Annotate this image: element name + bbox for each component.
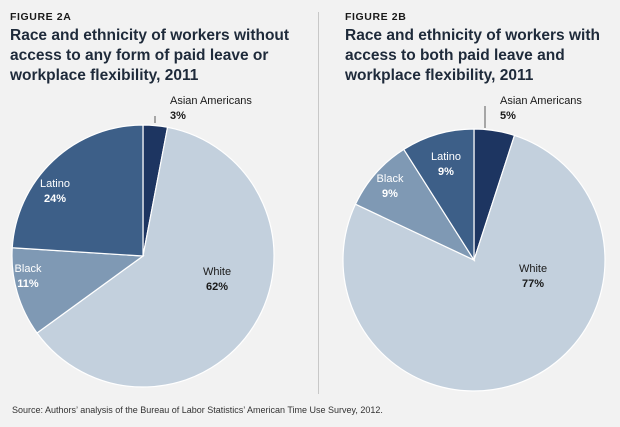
slice-value-white: 77% bbox=[522, 278, 544, 290]
pie-slice-latino bbox=[402, 128, 475, 263]
slice-value-latino: 24% bbox=[44, 193, 66, 205]
slice-label-asian-americans: Asian Americans bbox=[170, 95, 252, 107]
chart-title: Race and ethnicity of workers without ac… bbox=[10, 27, 290, 84]
chart-title: Race and ethnicity of workers with acces… bbox=[345, 27, 600, 84]
figure-label: FIGURE 2B bbox=[345, 11, 407, 23]
slice-value-asian-americans: 3% bbox=[170, 110, 186, 122]
slice-value-black: 9% bbox=[382, 188, 398, 200]
slice-label-black: Black bbox=[377, 173, 404, 185]
figure-label: FIGURE 2A bbox=[10, 11, 72, 23]
pie-slice-white bbox=[36, 126, 275, 388]
pie-slice-black bbox=[11, 247, 145, 334]
source-note: Source: Authors’ analysis of the Bureau … bbox=[12, 405, 383, 415]
slice-label-black: Black bbox=[15, 263, 42, 275]
slice-value-latino: 9% bbox=[438, 166, 454, 178]
pie-slice-latino bbox=[11, 124, 144, 257]
slice-label-white: White bbox=[519, 263, 547, 275]
figure-2b-panel: FIGURE 2B Race and ethnicity of workers … bbox=[328, 0, 620, 398]
slice-value-black: 11% bbox=[17, 278, 39, 290]
slice-value-white: 62% bbox=[206, 281, 228, 293]
pie-chart-2b: Asian Americans 5% White 77% Black 9% Latino 9% bbox=[342, 95, 606, 392]
figure-2a-panel: FIGURE 2A Race and ethnicity of workers … bbox=[0, 0, 308, 398]
slice-label-asian-americans: Asian Americans bbox=[500, 95, 582, 107]
slice-label-latino: Latino bbox=[40, 178, 70, 190]
slice-label-white: White bbox=[203, 266, 231, 278]
pie-chart-2a: Asian Americans 3% White 62% Black 11% Latino 2… bbox=[11, 95, 275, 388]
slice-label-latino: Latino bbox=[431, 151, 461, 163]
slice-value-asian-americans: 5% bbox=[500, 110, 516, 122]
pie-slice-white bbox=[342, 134, 606, 392]
panel-divider bbox=[318, 12, 319, 394]
